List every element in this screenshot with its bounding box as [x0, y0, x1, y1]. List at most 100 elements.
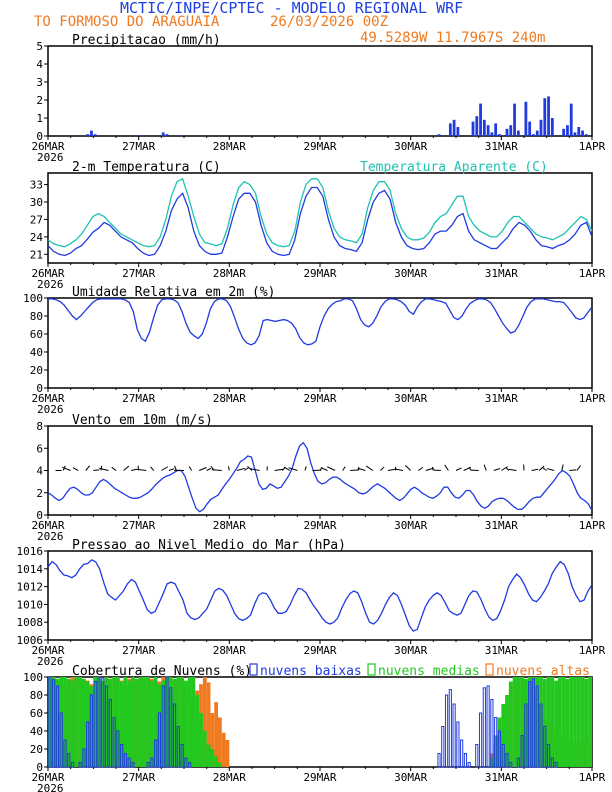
wind-vector — [211, 469, 222, 471]
temp-year-label: 2026 — [37, 278, 64, 291]
precip-xtick-label: 26MAR — [31, 140, 64, 153]
cloud-bar-green — [531, 677, 536, 767]
temp-ytick-label: 24 — [30, 231, 44, 244]
precip-bar — [566, 125, 569, 136]
cloud-bar-green — [66, 678, 71, 767]
wind-ytick-label: 8 — [36, 420, 43, 433]
slp-title: Pressao ao Nivel Medio do Mar (hPa) — [72, 538, 346, 553]
clouds-ytick-label: 0 — [36, 761, 43, 774]
cloud-bar-green — [512, 677, 517, 767]
cloud-bar-green — [82, 678, 86, 767]
cloud-bar-blue — [154, 739, 158, 768]
wind-vector — [72, 467, 79, 471]
clouds-xtick-label: 28MAR — [213, 771, 246, 784]
cloud-bar-green — [199, 713, 203, 767]
clouds-ytick-label: 40 — [30, 725, 43, 738]
cloud-bar-green — [104, 677, 109, 767]
wind-line-blue — [47, 441, 593, 513]
precip-xtick-label: 31MAR — [485, 140, 518, 153]
precip-bar — [139, 135, 142, 136]
precip-year-label: 2026 — [37, 151, 64, 164]
precip-frame — [47, 45, 593, 137]
wind-vector — [569, 469, 577, 471]
cloud-bar-green — [580, 677, 585, 767]
wind-vector — [501, 466, 508, 471]
legend-label-blue: nuvens baixas — [260, 664, 362, 679]
precip-bar — [498, 134, 501, 136]
wind-vector — [405, 465, 412, 471]
wind-vector — [432, 469, 441, 471]
cloud-bar-green — [550, 677, 555, 767]
cloud-bar-green — [214, 756, 218, 767]
cloud-bar-blue — [528, 681, 532, 768]
precip-xtick-label: 30MAR — [394, 140, 427, 153]
precip-xtick-label: 29MAR — [303, 140, 336, 153]
cloud-bar-blue — [67, 753, 71, 768]
cloud-bar-green — [127, 680, 132, 767]
cloud-bar-blue — [82, 748, 86, 768]
cloud-bar-green — [63, 677, 67, 767]
cloud-bar-green — [497, 717, 502, 767]
cloud-bar-green — [119, 681, 124, 767]
cloud-bar-green — [505, 695, 509, 767]
cloud-bar-green — [501, 704, 506, 767]
cloud-bar-blue — [150, 757, 154, 768]
rh-year-label: 2026 — [37, 403, 64, 416]
cloud-bar-blue — [161, 685, 165, 768]
cloud-bar-green — [138, 677, 143, 767]
wind-vector — [327, 466, 336, 471]
cloud-bar-blue — [146, 762, 150, 768]
cloud-bar-orange — [210, 713, 215, 767]
wind-ytick-label: 2 — [36, 487, 43, 500]
legend-label-orange: nuvens altas — [496, 664, 590, 679]
wind-title: Vento em 10m (m/s) — [72, 413, 213, 428]
legend-swatch-green — [367, 663, 376, 676]
rh-line-blue — [48, 298, 593, 346]
wind-ytick-label: 4 — [36, 465, 43, 478]
slp-xtick-label: 27MAR — [122, 644, 155, 657]
precip-ytick-label: 4 — [36, 58, 43, 71]
wind-vector — [493, 468, 501, 471]
slp-ytick-label: 1016 — [17, 545, 44, 558]
wind-vector — [136, 468, 147, 471]
cloud-bar-blue — [188, 762, 192, 768]
wind-vector — [380, 466, 385, 471]
cloud-bar-blue — [456, 721, 460, 768]
cloud-bar-green — [51, 677, 56, 767]
wind-vector — [546, 468, 555, 471]
wind-ytick-label: 0 — [36, 509, 43, 522]
wind-vector — [342, 466, 346, 471]
cloud-bar-green — [157, 684, 162, 767]
cloud-bar-green — [191, 677, 196, 767]
slp-line-blue — [47, 559, 593, 632]
cloud-bar-blue — [452, 703, 456, 768]
rh-xtick-label: 28MAR — [213, 392, 246, 405]
cloud-bar-blue — [63, 739, 67, 768]
cloud-bar-green — [187, 677, 192, 767]
wind-vector — [576, 465, 581, 471]
precip-bar — [475, 116, 479, 136]
clouds-year-label: 2026 — [37, 782, 64, 792]
precip-bar — [539, 119, 543, 136]
wind-vector — [188, 466, 192, 471]
cloud-bar-blue — [55, 685, 60, 768]
wind-xtick-label: 31MAR — [485, 519, 518, 532]
wind-vector — [123, 465, 130, 471]
cloud-bar-orange — [225, 740, 230, 767]
slp-xtick-label: 26MAR — [31, 644, 64, 657]
wind-xtick-label: 28MAR — [213, 519, 246, 532]
wind-vector — [365, 465, 374, 471]
cloud-bar-blue — [497, 730, 502, 768]
cloud-bar-green — [74, 677, 79, 767]
clouds-xtick-label: 31MAR — [485, 771, 518, 784]
cloud-bar-blue — [157, 712, 162, 768]
precip-bar — [437, 134, 441, 136]
precip-ytick-label: 0 — [36, 130, 43, 143]
cloud-bar-green — [150, 680, 154, 767]
clouds-ytick-label: 60 — [30, 707, 43, 720]
slp-ytick-label: 1006 — [17, 634, 44, 647]
cloud-bar-blue — [176, 726, 180, 768]
precip-ytick-label: 5 — [36, 40, 43, 53]
cloud-bar-blue — [59, 712, 63, 768]
cloud-bar-blue — [116, 730, 120, 768]
